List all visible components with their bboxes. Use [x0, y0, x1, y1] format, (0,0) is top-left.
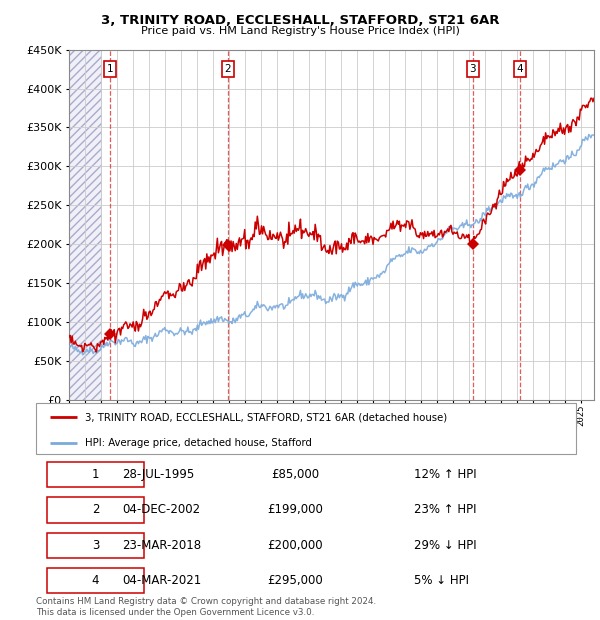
Text: £199,000: £199,000 [267, 503, 323, 516]
Text: 23-MAR-2018: 23-MAR-2018 [122, 539, 202, 552]
Text: 29% ↓ HPI: 29% ↓ HPI [414, 539, 476, 552]
Text: 4: 4 [92, 574, 99, 587]
Text: 5% ↓ HPI: 5% ↓ HPI [414, 574, 469, 587]
FancyBboxPatch shape [47, 533, 144, 558]
Text: 2: 2 [92, 503, 99, 516]
Text: 12% ↑ HPI: 12% ↑ HPI [414, 468, 476, 481]
Text: £200,000: £200,000 [268, 539, 323, 552]
Text: 23% ↑ HPI: 23% ↑ HPI [414, 503, 476, 516]
Text: 3, TRINITY ROAD, ECCLESHALL, STAFFORD, ST21 6AR (detached house): 3, TRINITY ROAD, ECCLESHALL, STAFFORD, S… [85, 412, 447, 422]
Text: 2: 2 [224, 64, 231, 74]
Text: £85,000: £85,000 [271, 468, 319, 481]
Text: 04-MAR-2021: 04-MAR-2021 [122, 574, 202, 587]
FancyBboxPatch shape [47, 568, 144, 593]
Text: £295,000: £295,000 [268, 574, 323, 587]
Text: Price paid vs. HM Land Registry's House Price Index (HPI): Price paid vs. HM Land Registry's House … [140, 26, 460, 36]
Text: 4: 4 [517, 64, 523, 74]
Text: Contains HM Land Registry data © Crown copyright and database right 2024.
This d: Contains HM Land Registry data © Crown c… [36, 598, 376, 617]
Text: 3, TRINITY ROAD, ECCLESHALL, STAFFORD, ST21 6AR: 3, TRINITY ROAD, ECCLESHALL, STAFFORD, S… [101, 14, 499, 27]
Text: 3: 3 [92, 539, 99, 552]
Text: HPI: Average price, detached house, Stafford: HPI: Average price, detached house, Staf… [85, 438, 311, 448]
FancyBboxPatch shape [36, 403, 576, 454]
FancyBboxPatch shape [47, 462, 144, 487]
FancyBboxPatch shape [47, 497, 144, 523]
Text: 1: 1 [92, 468, 99, 481]
Text: 04-DEC-2002: 04-DEC-2002 [122, 503, 200, 516]
Text: 3: 3 [469, 64, 476, 74]
Text: 28-JUL-1995: 28-JUL-1995 [122, 468, 194, 481]
Text: 1: 1 [107, 64, 113, 74]
